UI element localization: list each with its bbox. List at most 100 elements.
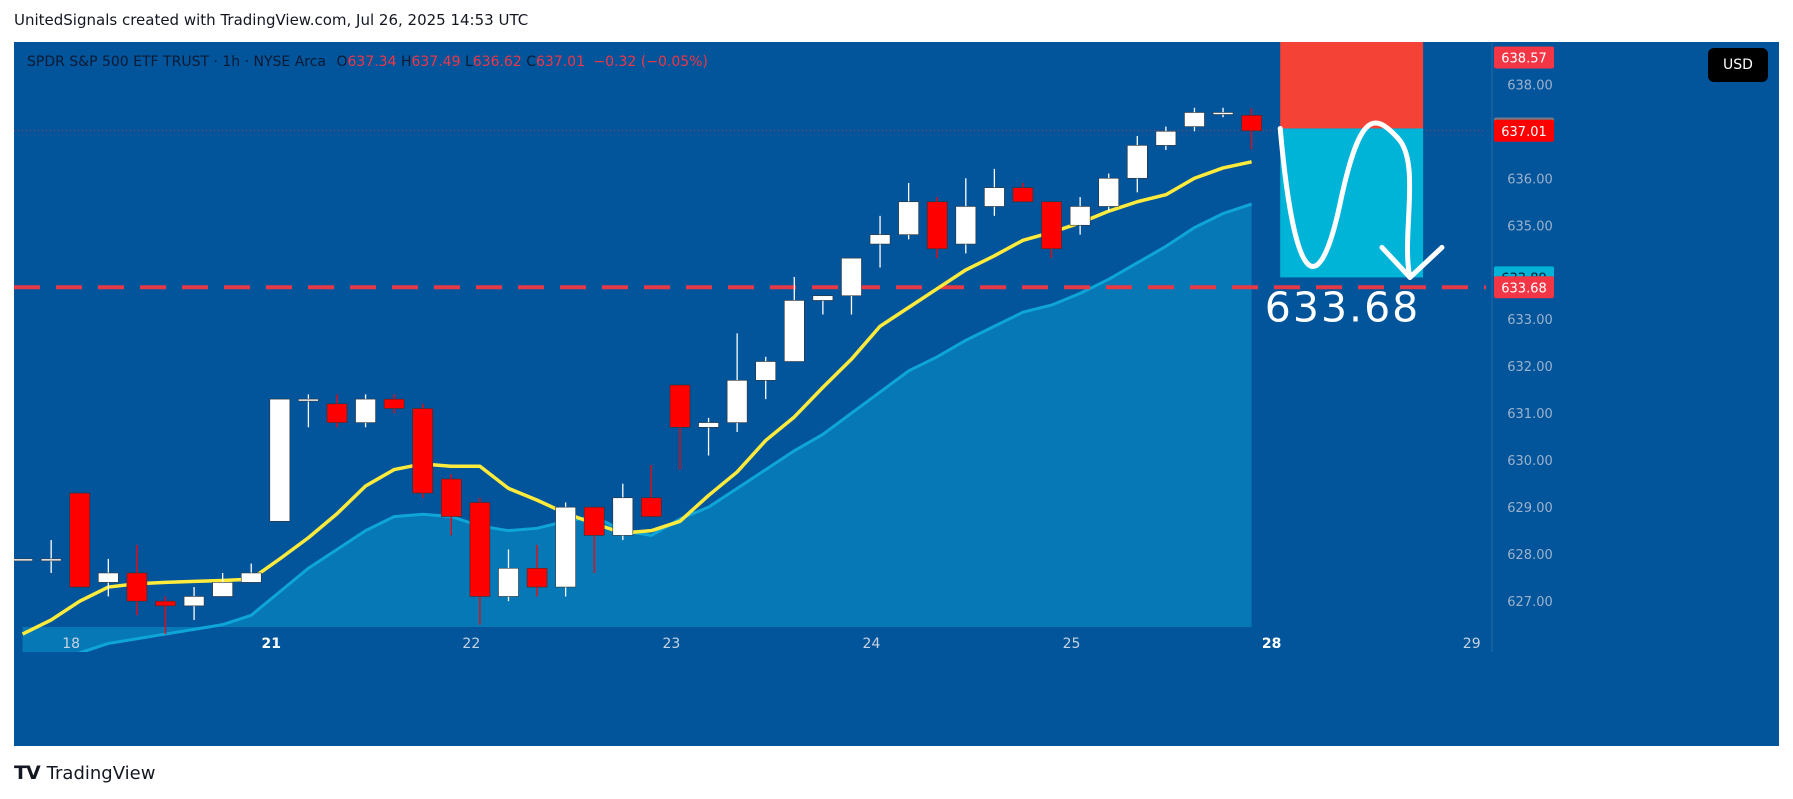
candle-body xyxy=(1184,112,1205,127)
candle-body xyxy=(412,408,434,494)
candle-body xyxy=(1155,130,1177,146)
candle xyxy=(14,558,33,562)
candle xyxy=(441,474,462,536)
candle xyxy=(1155,126,1177,151)
candle-body xyxy=(1041,201,1062,250)
x-tick-label: 18 xyxy=(62,636,80,652)
legend-low-value: 636.62 xyxy=(472,54,522,70)
candle xyxy=(326,394,348,428)
tradingview-logo-icon: TV xyxy=(14,762,41,784)
tradingview-logo[interactable]: TV TradingView xyxy=(14,762,155,784)
candle xyxy=(526,544,548,597)
candle-body xyxy=(126,572,148,602)
y-tick-label: 627.00 xyxy=(1507,595,1553,610)
candle xyxy=(1126,135,1148,193)
candle xyxy=(669,384,691,470)
x-tick-label: 24 xyxy=(863,636,881,652)
candle xyxy=(69,492,91,588)
candle xyxy=(383,394,405,414)
candle xyxy=(1184,107,1205,132)
chart-pane[interactable]: 633.68 627.00 628.00 629.00 630.00 631.00 632.… xyxy=(14,42,1779,746)
candle xyxy=(269,398,291,522)
x-tick-label: 23 xyxy=(662,636,680,652)
y-tick-label: 630.00 xyxy=(1507,454,1553,469)
candle-body xyxy=(783,300,805,362)
symbol-legend: SPDR S&P 500 ETF TRUST · 1h · NYSE Arca … xyxy=(27,54,708,70)
price-tag: 638.57 xyxy=(1494,46,1554,69)
candle-body xyxy=(469,502,491,597)
legend-close-value: 637.01 xyxy=(535,54,585,70)
candle-body xyxy=(726,380,748,423)
candle-body xyxy=(298,398,319,402)
candle xyxy=(1069,197,1091,235)
candle xyxy=(1212,107,1234,118)
price-tag-bg xyxy=(1494,276,1554,299)
candle xyxy=(40,540,62,573)
candle-body xyxy=(698,422,719,428)
price-tag-label: 638.57 xyxy=(1501,52,1547,67)
candle-body xyxy=(984,187,1005,207)
candle-body xyxy=(755,361,777,381)
plot-area xyxy=(14,107,1486,652)
x-tick-label: 28 xyxy=(1262,636,1281,652)
candle xyxy=(698,417,719,456)
candle xyxy=(1098,173,1120,212)
candle-body xyxy=(1098,177,1120,207)
legend-open-label: O xyxy=(336,54,348,70)
candle xyxy=(355,394,376,428)
candle xyxy=(126,544,148,616)
price-tag-bg xyxy=(1494,46,1554,69)
price-chart[interactable]: 633.68 627.00 628.00 629.00 630.00 631.00 632.… xyxy=(14,42,1779,746)
legend-high-value: 637.49 xyxy=(411,54,461,70)
candle-body xyxy=(155,600,176,607)
candle xyxy=(469,497,491,625)
candle xyxy=(1241,108,1262,150)
candle-body xyxy=(669,384,691,428)
y-tick-label: 628.00 xyxy=(1507,548,1553,563)
candle-body xyxy=(383,398,405,409)
candle xyxy=(1012,182,1034,203)
legend-high-label: H xyxy=(400,54,412,70)
candle xyxy=(783,276,805,362)
candle-body xyxy=(955,206,977,245)
candle xyxy=(298,394,319,428)
candle xyxy=(841,257,862,315)
candle-body xyxy=(269,398,291,522)
candle-body xyxy=(641,497,662,517)
candle-body xyxy=(812,295,834,301)
candle-body xyxy=(1212,112,1234,115)
projection-arrow-icon xyxy=(1379,244,1445,280)
candle-body xyxy=(40,558,62,562)
candle xyxy=(555,502,576,597)
candle-body xyxy=(183,596,205,607)
candle-body xyxy=(240,572,262,583)
candle xyxy=(641,464,662,517)
candle xyxy=(498,549,519,602)
y-tick-label: 632.00 xyxy=(1507,360,1553,375)
candle-body xyxy=(898,201,919,235)
candle-body xyxy=(98,572,119,583)
legend-low-label: L xyxy=(464,54,473,70)
x-tick-label: 29 xyxy=(1463,636,1481,652)
y-tick-label: 629.00 xyxy=(1507,501,1553,516)
currency-button[interactable]: USD xyxy=(1708,48,1768,82)
price-tag: 633.68 xyxy=(1494,276,1554,299)
candle-body xyxy=(526,567,548,588)
candle-body xyxy=(1241,115,1262,132)
legend-close-label: C xyxy=(526,54,536,70)
candle-body xyxy=(1069,206,1091,226)
candle-body xyxy=(326,403,348,423)
y-tick-label: 635.00 xyxy=(1507,219,1553,234)
candle xyxy=(812,295,834,315)
candle xyxy=(869,215,891,268)
y-tick-label: 636.00 xyxy=(1507,172,1553,187)
chart-caption: UnitedSignals created with TradingView.c… xyxy=(14,11,529,29)
x-tick-label: 21 xyxy=(262,636,281,652)
candle-body xyxy=(555,506,576,588)
candle-body xyxy=(612,497,634,536)
candle xyxy=(926,197,948,259)
ma-area-fill xyxy=(22,204,1252,652)
price-tag-label: 633.68 xyxy=(1501,281,1547,296)
y-tick-label: 633.00 xyxy=(1507,313,1553,328)
candle xyxy=(183,587,205,620)
